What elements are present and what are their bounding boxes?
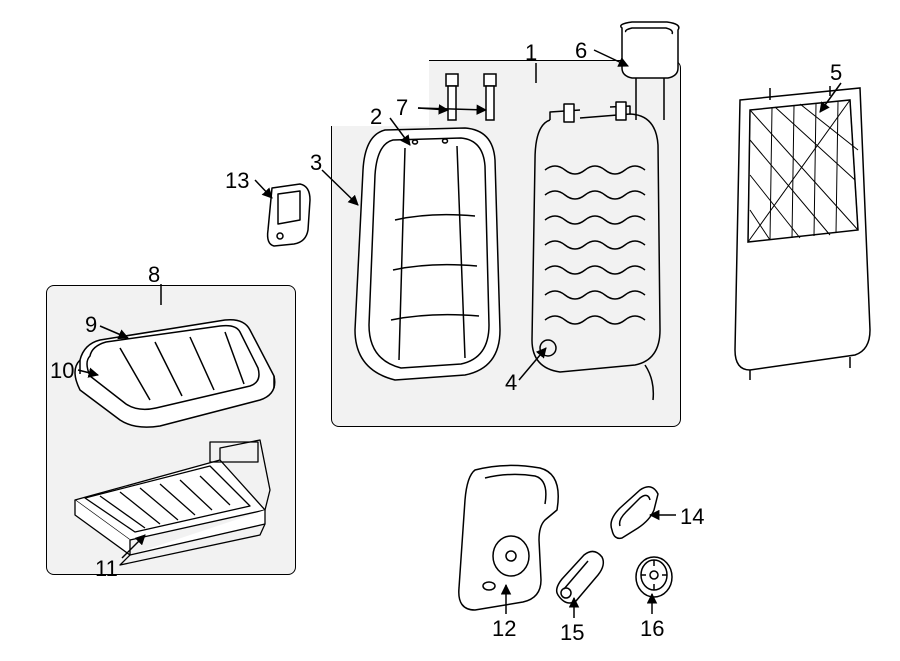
- callout-5: 5: [830, 60, 842, 86]
- callout-16: 16: [640, 616, 664, 642]
- part-inner-cover: [260, 180, 320, 255]
- part-seat-track: [60, 420, 285, 570]
- part-seat-back-frame: [520, 100, 675, 410]
- callout-1: 1: [525, 40, 537, 66]
- callout-11: 11: [95, 556, 118, 582]
- callout-15: 15: [560, 620, 584, 646]
- callout-12: 12: [492, 616, 516, 642]
- callout-7: 7: [396, 95, 408, 121]
- callout-8: 8: [148, 262, 160, 288]
- callout-13: 13: [225, 168, 249, 194]
- part-recline-lever: [600, 480, 670, 555]
- callout-9: 9: [85, 312, 97, 338]
- part-height-lever: [548, 545, 613, 615]
- callout-4: 4: [505, 370, 517, 396]
- callout-10: 10: [50, 358, 74, 384]
- part-back-panel: [720, 80, 880, 400]
- callout-2: 2: [370, 104, 382, 130]
- callout-14: 14: [680, 504, 704, 530]
- callout-3: 3: [310, 150, 322, 176]
- part-knob: [630, 552, 678, 602]
- callout-6: 6: [575, 38, 587, 64]
- part-seat-back-cushion: [345, 120, 515, 400]
